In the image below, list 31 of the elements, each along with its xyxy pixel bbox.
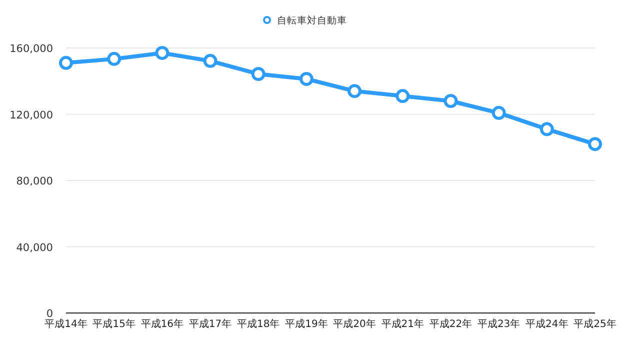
x-tick-label: 平成19年 [285,318,328,330]
x-tick-label: 平成24年 [526,318,568,330]
x-tick-label: 平成15年 [92,318,136,330]
point [588,137,602,152]
y-tick-label: 0 [46,308,53,320]
point [540,122,554,136]
point [396,89,410,104]
point [203,54,218,68]
x-tick-label: 平成16年 [140,318,184,330]
x-tick-label: 平成22年 [429,318,472,330]
y-tick-label: 40,000 [16,242,53,254]
x-tick-label: 平成18年 [236,318,280,330]
y-tick-label: 120,000 [10,109,53,122]
y-tick-label: 160,000 [10,43,53,55]
x-tick-label: 平成14年 [44,318,88,330]
point [155,46,170,60]
point [299,72,314,86]
point [107,52,122,66]
x-tick-label: 平成21年 [381,318,424,330]
legend-label: 自転車対自動車 [277,14,347,26]
point [348,84,362,98]
point [444,94,458,108]
x-tick-label: 平成17年 [188,318,232,330]
x-tick-label: 平成20年 [333,318,376,330]
legend-item: 自転車対自動車 [263,16,347,26]
point [492,106,506,120]
point [251,67,266,82]
point [59,56,73,70]
y-tick-label: 80,000 [16,176,53,188]
x-tick-label: 平成23年 [477,318,520,330]
x-tick-label: 平成25年 [574,318,616,330]
